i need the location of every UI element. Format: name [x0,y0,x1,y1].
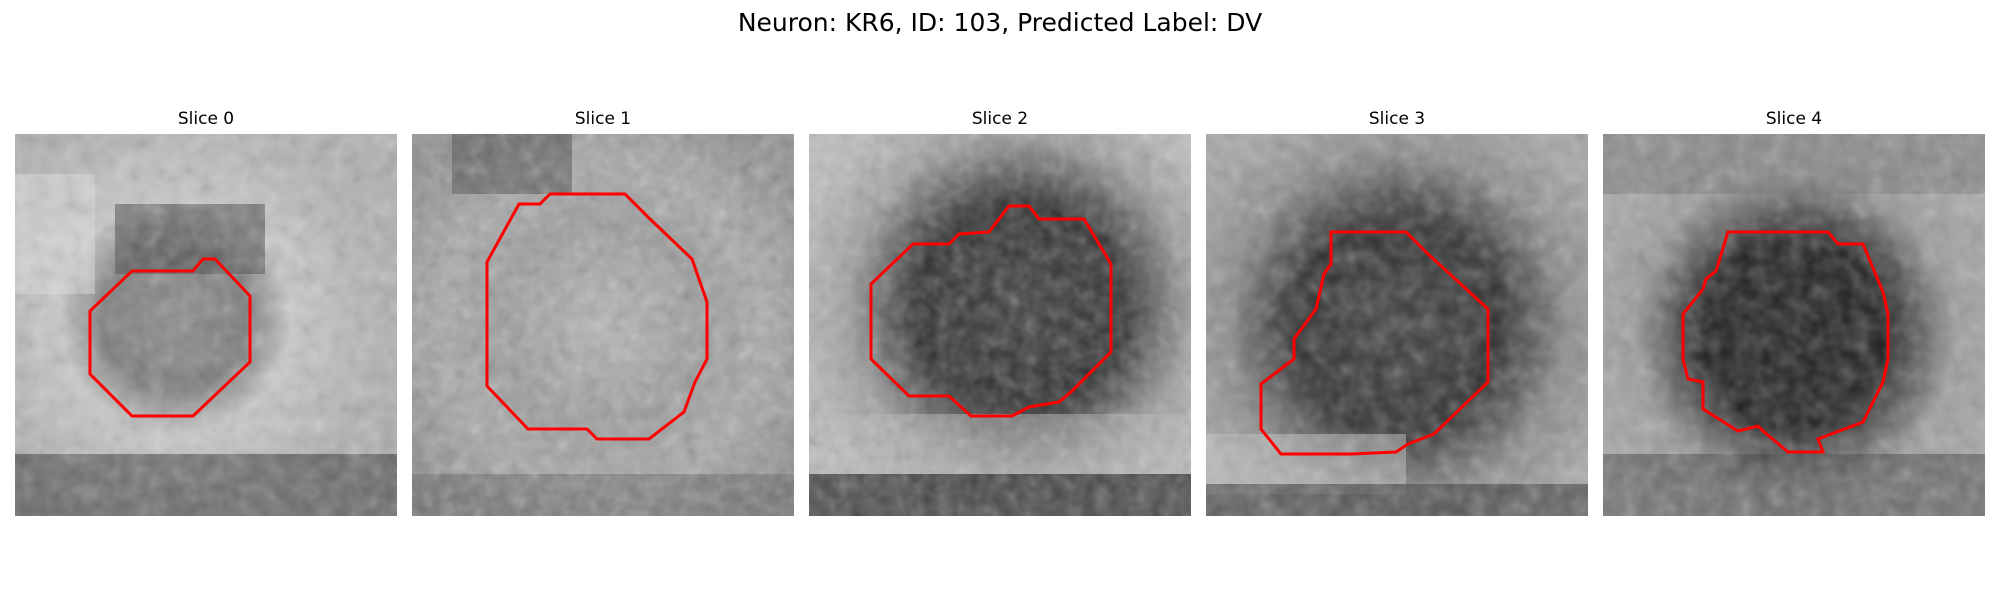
slice-panel-1: Slice 1 [412,108,794,516]
slice-panel-2: Slice 2 [809,108,1191,516]
slice-title: Slice 1 [574,109,632,129]
slice-title: Slice 3 [1368,109,1426,129]
slice-panel-0: Slice 0 [15,108,397,516]
neuron-outline [485,192,709,441]
slice-title: Slice 4 [1765,109,1823,129]
neuron-outline [88,257,252,418]
figure-title: Neuron: KR6, ID: 103, Predicted Label: D… [737,8,1263,37]
slice-panel-4: Slice 4 [1603,108,1985,516]
slice-image [809,134,1191,516]
neuron-outline [1681,230,1890,454]
slice-title: Slice 2 [971,109,1029,129]
neuron-outline [1259,230,1490,456]
neuron-outline [869,204,1113,418]
slice-panel-3: Slice 3 [1206,108,1588,516]
slice-image [1603,134,1985,516]
slice-image [1206,134,1588,516]
slice-title: Slice 0 [177,109,235,129]
slice-image [412,134,794,516]
slice-image [15,134,397,516]
